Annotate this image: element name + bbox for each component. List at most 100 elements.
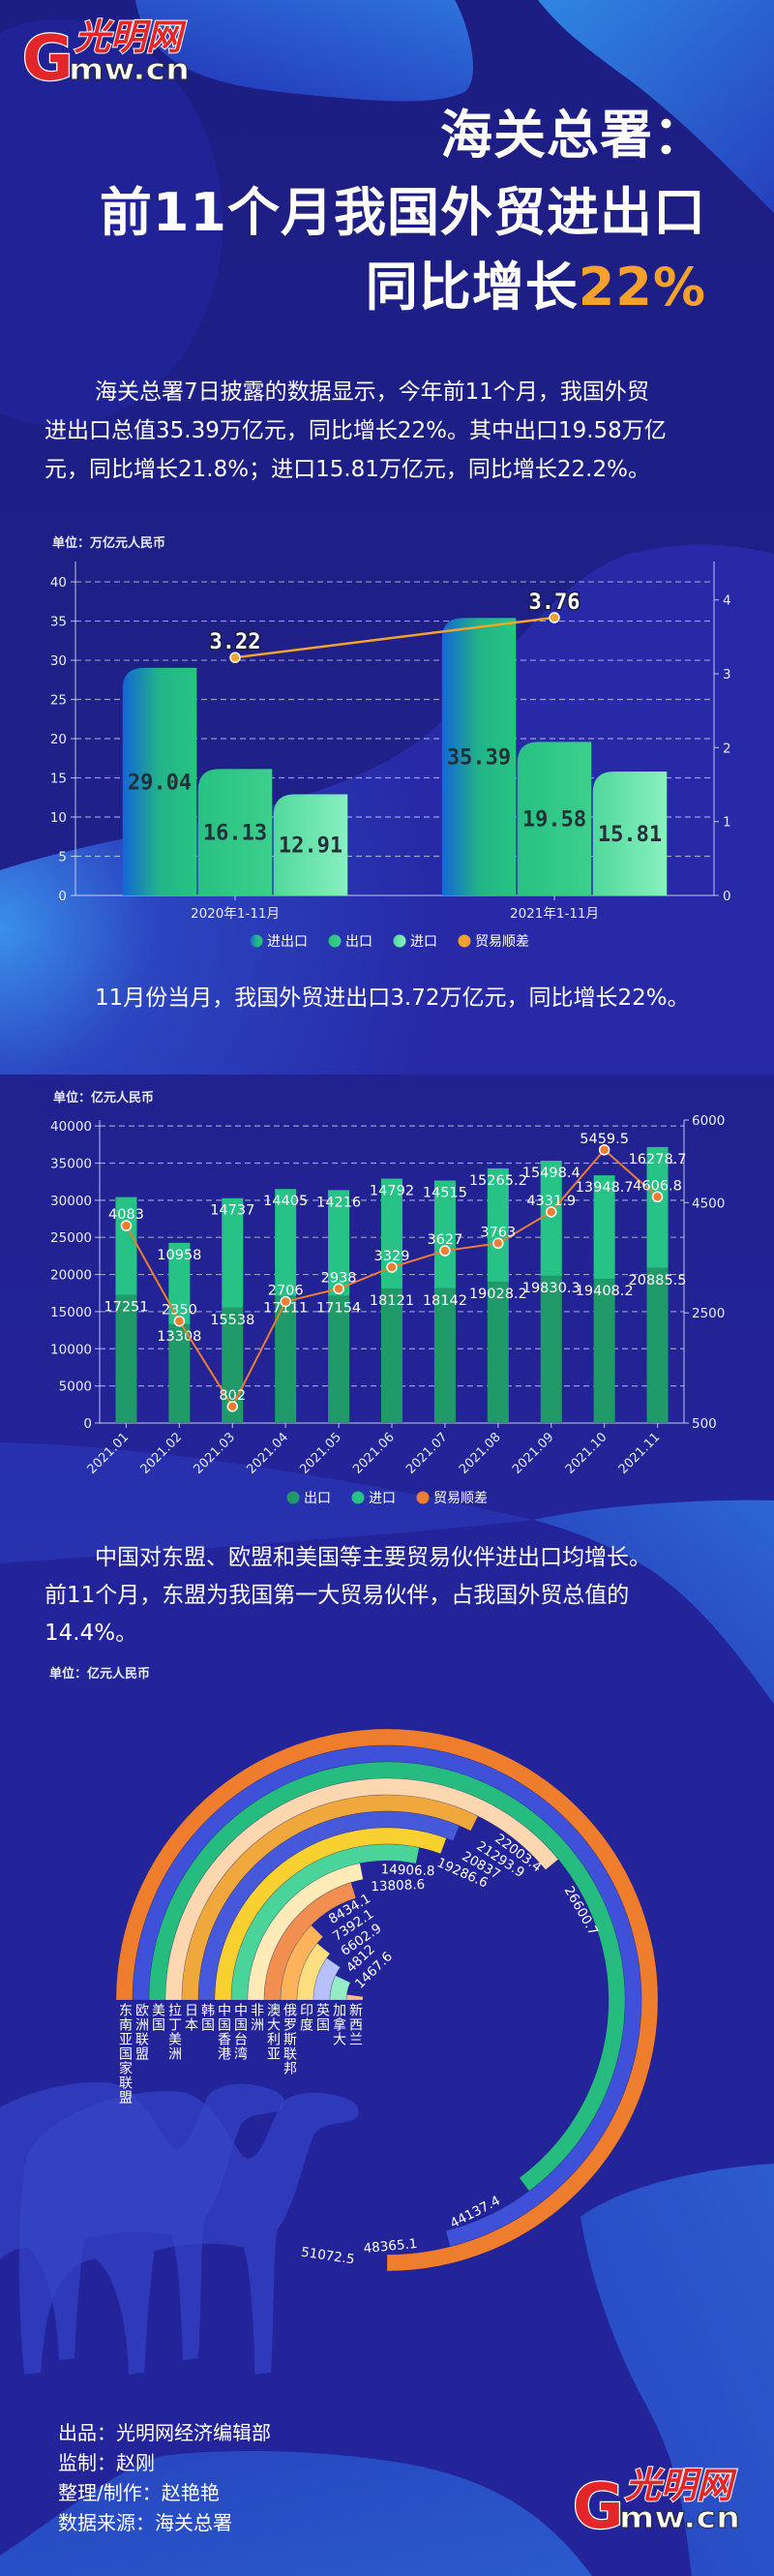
bar-export [275,1295,297,1423]
legend-item: 出口 [328,934,372,950]
radial-category-label: 韩国 [199,2003,215,2032]
line-value-label: 2350 [162,1303,197,1318]
y2-tick-label: 0 [723,889,731,904]
legend-label: 进出口 [267,934,308,950]
legend-label: 出口 [345,934,372,950]
y2-tick-label: 1 [723,815,731,831]
y2-tick-label: 4500 [692,1196,725,1211]
credit-label: 数据来源： [58,2511,155,2534]
y-tick-label: 40000 [50,1119,92,1135]
bar-export [381,1288,402,1423]
credit-editor: 整理/制作：赵艳艳 [58,2478,271,2508]
import-value-label: 14405 [263,1194,308,1209]
y-tick-label: 40 [50,575,67,591]
monthly-trade-stacked-bar-chart: 单位：亿元人民币 0 5000 10000 15000 20000 25000 30000 35… [50,1090,725,1506]
export-value-label: 18142 [423,1293,467,1309]
y2-tick-label: 4 [723,593,731,609]
radial-bar [345,1993,364,2001]
legend-marker-icon [250,934,263,948]
radial-category-label: 新西兰 [347,2003,363,2046]
line-point [598,1144,610,1156]
x-tick-label: 2021.06 [350,1430,398,1477]
y-tick-label: 0 [83,1416,92,1432]
line-point [333,1283,344,1295]
x-tick-label: 2021.01 [85,1430,133,1477]
radial-category-label: 中国香港 [216,2003,231,2061]
paragraph-line: 进出口总值35.39万亿元，同比增长22%。其中出口19.58万亿 [45,418,667,443]
bar-export [433,1288,456,1423]
legend-label: 贸易顺差 [475,934,529,950]
background-wave [0,1442,533,1563]
background-blob [538,0,774,213]
export-value-label: 17251 [104,1300,148,1316]
radial-category-label: 拉丁美洲 [166,2003,182,2061]
import-value-label: 14737 [210,1203,254,1219]
legend-label: 贸易顺差 [433,1491,488,1506]
bar-value-label: 19.58 [522,808,586,833]
y-tick-label: 20000 [50,1268,92,1284]
trade-surplus-line [234,616,555,659]
x-tick-label: 2021.03 [191,1430,238,1477]
legend-marker-icon [286,1491,300,1504]
y-tick-label: 5000 [59,1379,92,1395]
line-value-label: 3.22 [210,630,261,654]
export-value-label: 17154 [316,1300,361,1316]
bar [592,771,668,895]
y-tick-label: 10 [50,810,67,826]
y-tick-label: 20 [50,732,67,747]
line-point [492,1237,504,1250]
x-tick-label: 2021.04 [244,1430,291,1477]
y-tick-label: 35 [50,615,67,630]
radial-category-label: 加拿大 [331,2003,346,2046]
bar-value-label: 29.04 [128,771,192,795]
logo-letter-g-icon: G [22,23,74,90]
bar-import [168,1242,191,1324]
credit-value: 赵艳艳 [161,2481,220,2504]
background-wave [0,544,774,1075]
gmw-logo-bottom: G 光明网 mw.cn [572,2464,741,2538]
y-tick-label: 35000 [50,1156,92,1171]
line-point [280,1295,291,1308]
annual-trade-bar-chart: 单位：万亿元人民币 0 5 10 15 20 25 30 35 40 0 1 2 3 4 2020年1-11月… [50,535,731,950]
radial-category-label: 印度 [298,2003,313,2032]
background-blob [135,0,473,102]
import-value-label: 14216 [316,1195,361,1210]
legend-label: 出口 [304,1491,331,1506]
import-value-label: 15498.4 [522,1166,580,1181]
radial-value-label: 13808.6 [371,1877,425,1894]
camel-silhouettes [0,2081,359,2375]
export-value-label: 15538 [210,1313,254,1328]
paragraph-line: 元，同比增长21.8%；进口15.81万亿元，同比增长22.2%。 [45,457,650,482]
legend-marker-icon [416,1491,430,1504]
bar-import [275,1189,297,1296]
bar-value-label: 12.91 [279,834,342,859]
credits: 出品：光明网经济编辑部 监制：赵刚 整理/制作：赵艳艳 数据来源：海关总署 [58,2418,271,2538]
line-value-label: 3329 [374,1249,410,1264]
y2-tick-label: 2500 [692,1306,725,1321]
line-point [120,1220,133,1231]
november-paragraph: 11月份当月，我国外贸进出口3.72万亿元，同比增长22%。 [45,979,751,1017]
export-value-label: 20885.5 [629,1273,687,1288]
y-tick-label: 10000 [50,1342,92,1357]
y2-tick-label: 6000 [692,1113,725,1129]
line-value-label: 2706 [268,1283,304,1298]
bar-export [115,1294,137,1423]
paragraph-line: 中国对东盟、欧盟和美国等主要贸易伙伴进出口均增长。 [95,1545,651,1570]
y-tick-label: 25000 [50,1230,92,1246]
background-blob [533,1500,774,1704]
background-hill [0,2450,592,2576]
line-value-label: 5459.5 [580,1132,629,1147]
line-point [545,1206,557,1218]
logo-chinese-text: 光明网 [74,16,187,58]
bar-import [646,1146,669,1268]
bar-export [328,1295,350,1423]
radial-value-label: 48365.1 [363,2236,418,2257]
radial-category-label: 东南亚国家联盟 [117,2003,133,2105]
import-value-label: 10958 [157,1248,201,1263]
import-value-label: 14792 [370,1184,414,1199]
legend-item: 进口 [393,934,437,950]
line-value-label: 3763 [480,1225,516,1240]
legend-item: 进口 [351,1491,396,1506]
credit-value: 海关总署 [155,2511,232,2534]
bar [517,742,592,895]
